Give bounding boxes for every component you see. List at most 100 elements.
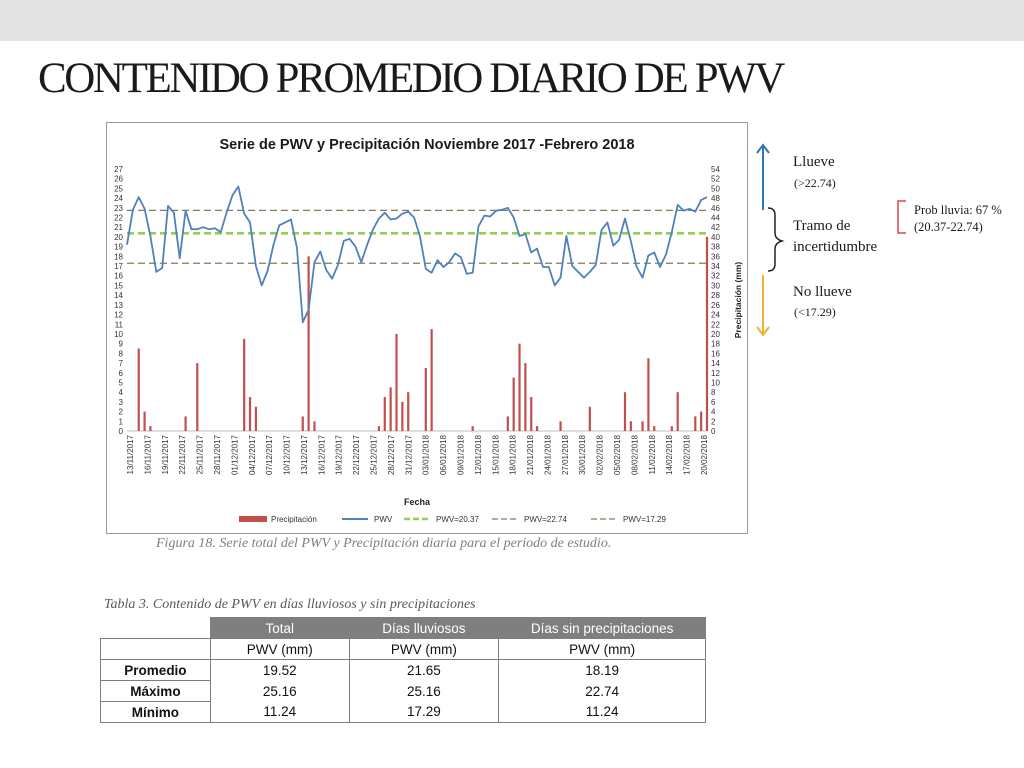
y2-tick-label: 20 (711, 330, 720, 339)
precipitation-bar (395, 333, 398, 431)
x-tick-label: 15/01/2018 (491, 434, 500, 475)
precipitation-bar (430, 329, 433, 431)
header-total: Total (209, 617, 350, 639)
x-tick-label: 04/12/2017 (248, 434, 257, 475)
y2-tick-label: 16 (711, 349, 720, 358)
x-tick-label: 19/12/2017 (335, 434, 344, 475)
x-tick-label: 28/11/2017 (213, 434, 222, 474)
legend-precipitation-label: Precipitación (271, 515, 317, 524)
y2-tick-label: 38 (711, 243, 720, 252)
x-tick-label: 11/02/2018 (648, 434, 657, 474)
x-tick-label: 14/02/2018 (665, 434, 674, 475)
y2-tick-label: 52 (711, 175, 720, 184)
y2-tick-label: 32 (711, 272, 720, 281)
annotation-graphics (756, 143, 906, 337)
table-caption: Tabla 3. Contenido de PWV en días lluvio… (104, 597, 476, 612)
y-tick-label: 27 (114, 165, 123, 174)
y-tick-label: 20 (114, 233, 123, 242)
x-tick-label: 18/01/2018 (509, 434, 518, 475)
y2-tick-label: 24 (711, 311, 720, 320)
row-label-max: Máximo (100, 680, 211, 702)
x-tick-label: 22/11/2017 (178, 434, 187, 474)
y2-tick-label: 0 (711, 427, 716, 436)
uncertainty-brace-icon (767, 207, 785, 272)
precipitation-bar (471, 426, 474, 431)
precipitation-bar (676, 392, 679, 431)
cell-mean-rainy: 21.65 (348, 659, 500, 681)
y2-tick-label: 46 (711, 204, 720, 213)
y2-tick-label: 42 (711, 223, 720, 232)
precipitation-bar (588, 406, 591, 431)
no-rain-range: (<17.29) (794, 305, 836, 319)
legend-upper-label: PWV=22.74 (524, 515, 567, 524)
x-tick-label: 08/02/2018 (630, 434, 639, 475)
pwv-precipitation-chart: Serie de PWV y Precipitación Noviembre 2… (114, 137, 743, 524)
y-tick-label: 23 (114, 204, 123, 213)
probability-bracket-icon (897, 200, 906, 234)
y-tick-label: 19 (114, 243, 123, 252)
prob-label-2: (20.37-22.74) (914, 220, 983, 234)
y-tick-label: 2 (119, 408, 124, 417)
cell-min-total: 11.24 (209, 701, 350, 723)
x-tick-label: 19/11/2017 (161, 434, 170, 474)
precipitation-bar (184, 416, 187, 431)
cell-min-rainy: 17.29 (348, 701, 500, 723)
table-row: Mínimo 11.24 17.29 11.24 (100, 701, 706, 723)
y-tick-label: 4 (119, 388, 124, 397)
table-row: Máximo 25.16 25.16 22.74 (100, 680, 706, 702)
x-tick-label: 12/01/2018 (474, 434, 483, 475)
legend-pwv-label: PWV (374, 515, 393, 524)
x-tick-label: 24/01/2018 (543, 434, 552, 475)
y2-tick-label: 2 (711, 417, 716, 426)
y-tick-label: 17 (114, 262, 123, 271)
rain-arrow-icon (756, 143, 770, 210)
y-tick-label: 24 (114, 194, 123, 203)
cell-mean-total: 19.52 (209, 659, 350, 681)
y2-tick-label: 26 (711, 301, 720, 310)
precipitation-bar (301, 416, 304, 431)
y2-tick-label: 54 (711, 165, 720, 174)
x-tick-label: 09/01/2018 (456, 434, 465, 475)
y-tick-label: 1 (119, 417, 124, 426)
x-tick-label: 10/12/2017 (283, 434, 292, 475)
precipitation-bar (149, 426, 152, 431)
cell-mean-dry: 18.19 (498, 659, 706, 681)
header-dry-days: Días sin precipitaciones (498, 617, 706, 639)
x-tick-label: 06/01/2018 (439, 434, 448, 475)
y-tick-label: 6 (119, 369, 124, 378)
x-tick-label: 28/12/2017 (387, 434, 396, 475)
x-tick-label: 20/02/2018 (700, 434, 709, 475)
precipitation-bar (401, 401, 404, 431)
precipitation-bar (243, 338, 246, 431)
x-tick-label: 01/12/2017 (230, 434, 239, 475)
units-rainy: PWV (mm) (348, 638, 500, 660)
y-tick-label: 18 (114, 252, 123, 261)
precipitation-bar (518, 343, 521, 431)
y2-tick-label: 6 (711, 398, 716, 407)
y-tick-label: 7 (119, 359, 124, 368)
y-tick-label: 0 (119, 427, 124, 436)
precipitation-bar (670, 426, 673, 431)
precipitation-bar (389, 387, 392, 431)
no-rain-arrow-icon (756, 275, 770, 337)
row-label-min: Mínimo (100, 701, 211, 723)
precipitation-bar (196, 363, 199, 431)
y2-tick-label: 48 (711, 194, 720, 203)
header-rainy-days: Días lluviosos (348, 617, 500, 639)
precipitation-bar (559, 421, 562, 431)
x-tick-label: 05/02/2018 (613, 434, 622, 475)
precipitation-bar (383, 397, 386, 431)
y-tick-label: 9 (119, 340, 124, 349)
y2-tick-label: 30 (711, 281, 720, 290)
figure-caption: Figura 18. Serie total del PWV y Precipi… (156, 536, 612, 551)
x-tick-label: 16/12/2017 (317, 434, 326, 475)
y2-tick-label: 40 (711, 233, 720, 242)
x-axis-title: Fecha (404, 497, 431, 507)
y2-tick-label: 22 (711, 320, 720, 329)
precipitation-bar (647, 358, 650, 431)
precipitation-bar (653, 426, 656, 431)
y-tick-label: 15 (114, 281, 123, 290)
precipitation-bar (137, 348, 140, 431)
precipitation-bar (623, 392, 627, 431)
units-total: PWV (mm) (209, 638, 350, 660)
